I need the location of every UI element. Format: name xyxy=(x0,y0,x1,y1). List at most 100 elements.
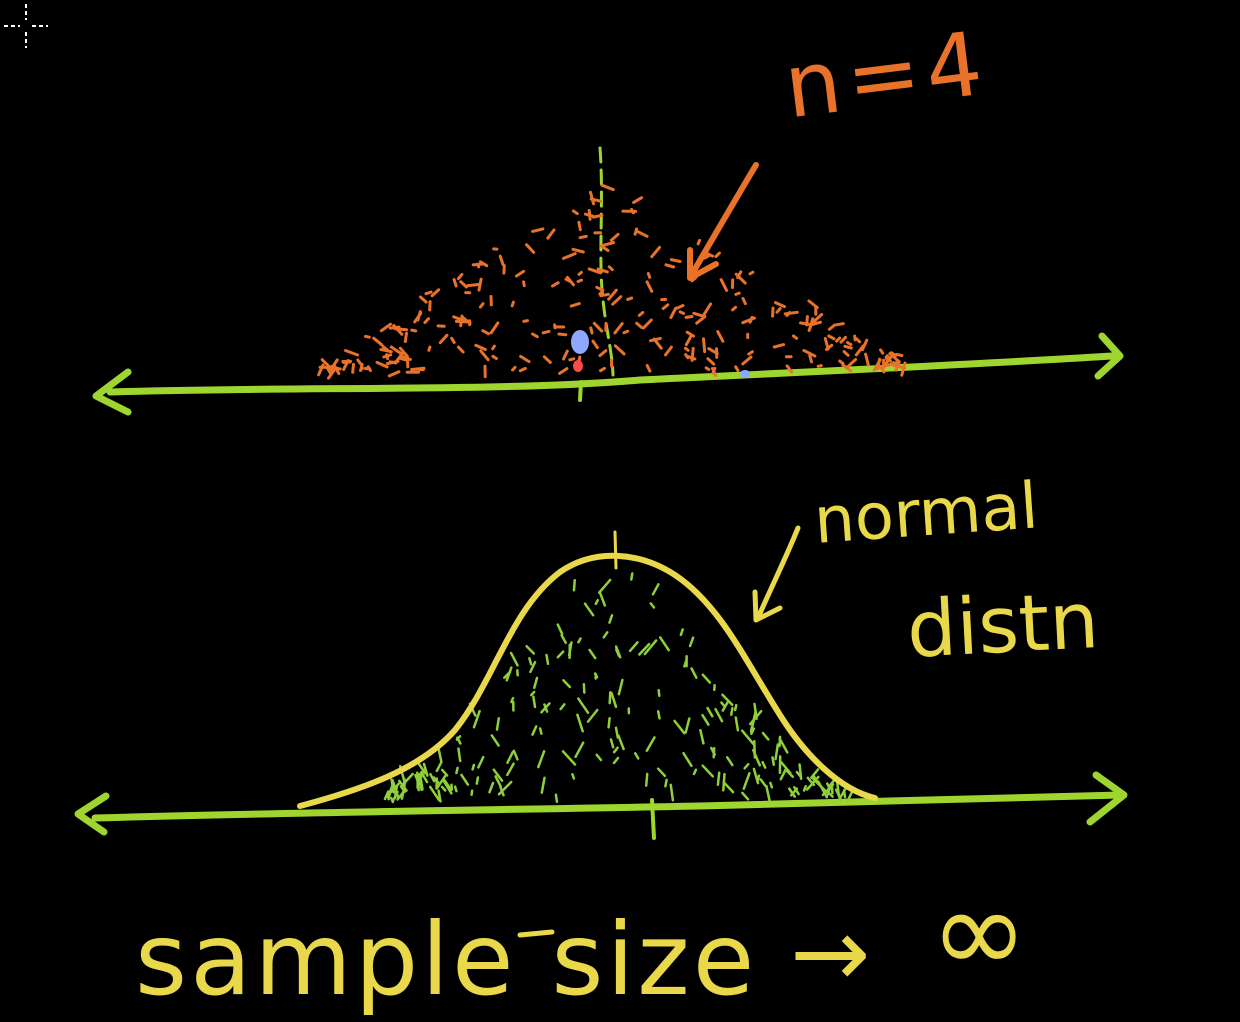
green-scribble xyxy=(537,750,546,769)
green-scribble xyxy=(607,717,611,729)
bottom-number-line xyxy=(74,771,1128,840)
green-scribble xyxy=(529,660,537,674)
orange-scribble xyxy=(884,355,893,365)
green-scribble xyxy=(692,768,698,776)
orange-scribble xyxy=(578,234,588,240)
green-scribble xyxy=(440,768,449,777)
green-scribble xyxy=(540,776,546,794)
orange-scribble xyxy=(734,365,740,372)
orange-scribble xyxy=(895,353,904,357)
bottom-axis-tick xyxy=(650,798,656,840)
green-scribble xyxy=(722,780,735,794)
orange-scribble xyxy=(466,282,481,288)
green-scribble xyxy=(512,749,519,761)
orange-scribble xyxy=(551,281,560,288)
green-scribble xyxy=(699,728,705,745)
orange-scribble xyxy=(598,290,604,296)
orange-scribble xyxy=(613,344,626,356)
orange-scribble xyxy=(843,344,853,350)
green-scribble xyxy=(418,772,424,791)
green-scribble xyxy=(506,762,515,777)
orange-scribble xyxy=(632,196,644,204)
green-scribble xyxy=(457,747,462,763)
pointer-arrow-head xyxy=(687,247,719,281)
orange-scribble xyxy=(395,351,405,363)
green-scribble xyxy=(722,772,726,792)
orange-scribble xyxy=(423,317,430,324)
orange-scribble xyxy=(835,322,845,327)
orange-scribble xyxy=(372,336,384,347)
bell-curve-fill-scribbles xyxy=(383,572,855,804)
green-scribble xyxy=(765,784,771,803)
orange-scribble xyxy=(591,339,599,350)
green-scribble xyxy=(742,772,751,790)
green-scribble xyxy=(595,753,603,762)
orange-scribble xyxy=(562,252,577,260)
orange-scribble xyxy=(684,333,693,347)
green-scribble xyxy=(545,653,550,666)
orange-scribble xyxy=(741,316,756,325)
orange-scribble xyxy=(320,358,331,368)
green-scribble xyxy=(577,697,590,714)
green-scribble xyxy=(399,785,407,793)
green-scribble xyxy=(656,710,661,720)
orange-scribble xyxy=(775,307,782,314)
green-scribble xyxy=(398,779,408,792)
orange-scribble xyxy=(714,251,721,258)
orange-scribble xyxy=(785,364,794,374)
green-scribble xyxy=(562,679,572,689)
green-scribble xyxy=(730,706,734,716)
top-mean-line xyxy=(598,146,615,377)
orange-scribble xyxy=(702,302,713,316)
orange-scribble xyxy=(690,346,695,362)
bottom-axis-line xyxy=(91,791,1124,822)
n4-label: n=4 xyxy=(779,11,994,139)
orange-scribble xyxy=(878,363,890,369)
orange-scribble xyxy=(845,358,858,370)
orange-scribble xyxy=(356,358,363,366)
normal-label: normal xyxy=(811,469,1041,559)
orange-scribble xyxy=(807,325,812,332)
orange-scribble xyxy=(363,366,372,371)
top-axis-left-arrowhead xyxy=(92,368,132,416)
orange-scribble xyxy=(734,291,741,296)
green-scribble xyxy=(576,713,584,733)
orange-scribble xyxy=(491,354,498,360)
orange-scribble xyxy=(854,337,862,344)
orange-scribble xyxy=(611,295,623,306)
orange-scribble xyxy=(375,360,389,369)
orange-scribble xyxy=(557,332,568,337)
green-scribble xyxy=(774,743,780,761)
green-scribble xyxy=(560,633,567,645)
green-scribble xyxy=(651,583,660,596)
green-scribble xyxy=(416,771,420,792)
green-scribble xyxy=(643,639,658,656)
green-scribble xyxy=(429,772,436,783)
orange-scribble xyxy=(591,213,604,219)
green-scribble xyxy=(540,702,551,714)
green-scribble xyxy=(779,760,792,775)
orange-scribble xyxy=(864,352,870,367)
green-scribble xyxy=(386,781,395,799)
green-scribble xyxy=(477,755,485,769)
green-scribble xyxy=(390,782,401,794)
orange-scribble xyxy=(661,303,670,310)
orange-scribble xyxy=(650,245,661,259)
orange-scribble xyxy=(583,212,595,218)
green-scribble xyxy=(752,767,760,785)
orange-scribble xyxy=(854,344,865,357)
green-scribble xyxy=(497,780,513,796)
orange-scribble xyxy=(684,346,690,352)
orange-scribble xyxy=(427,345,432,352)
green-scribble xyxy=(830,784,834,795)
orange-scribble xyxy=(541,329,551,335)
orange-scribble xyxy=(403,331,408,343)
green-scribble xyxy=(750,727,756,735)
pointer-arrow-shaft xyxy=(689,162,759,277)
green-scribble xyxy=(599,592,607,607)
orange-scribble xyxy=(327,368,336,380)
green-scribble xyxy=(602,631,609,639)
orange-scribble xyxy=(387,370,401,378)
